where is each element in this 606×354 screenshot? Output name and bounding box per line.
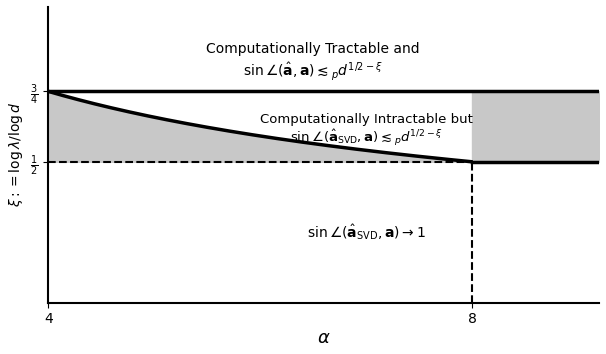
Text: $\sin \angle(\hat{\mathbf{a}}, \mathbf{a}) \lesssim_p d^{1/2-\xi}$: $\sin \angle(\hat{\mathbf{a}}, \mathbf{a… xyxy=(244,61,383,83)
Text: $\sin \angle(\hat{\mathbf{a}}_{\mathrm{SVD}}, \mathbf{a}) \lesssim_p d^{1/2-\xi}: $\sin \angle(\hat{\mathbf{a}}_{\mathrm{S… xyxy=(290,128,442,148)
X-axis label: $\alpha$: $\alpha$ xyxy=(317,329,330,347)
Text: $\sin \angle(\hat{\mathbf{a}}_{\mathrm{SVD}}, \mathbf{a}) \to 1$: $\sin \angle(\hat{\mathbf{a}}_{\mathrm{S… xyxy=(307,222,425,242)
Text: Computationally Intractable but: Computationally Intractable but xyxy=(259,113,473,126)
Text: Computationally Tractable and: Computationally Tractable and xyxy=(206,42,420,56)
Y-axis label: $\xi := \log \lambda / \log d$: $\xi := \log \lambda / \log d$ xyxy=(7,102,25,207)
